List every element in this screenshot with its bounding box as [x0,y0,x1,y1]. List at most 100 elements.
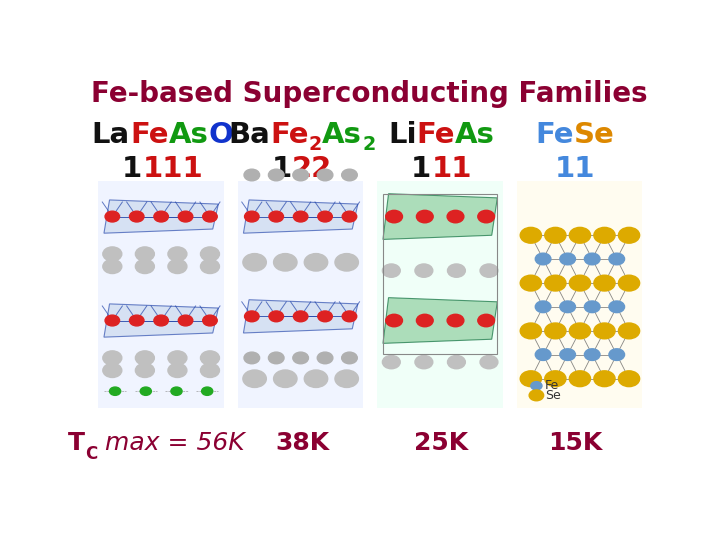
Text: 38K: 38K [275,431,329,455]
Circle shape [274,254,297,271]
Circle shape [478,210,495,223]
Circle shape [168,247,187,261]
Circle shape [618,275,639,291]
Circle shape [618,371,639,387]
Text: 1: 1 [271,155,292,183]
Text: As: As [323,122,362,150]
Circle shape [293,352,308,364]
Circle shape [545,275,566,291]
Circle shape [535,253,551,265]
Circle shape [130,211,144,222]
Text: Se: Se [575,122,615,150]
Circle shape [269,352,284,364]
Circle shape [269,311,284,322]
Circle shape [416,210,433,223]
Circle shape [202,387,213,395]
Circle shape [386,314,402,327]
Circle shape [594,227,615,243]
Circle shape [570,227,590,243]
Circle shape [135,363,154,377]
Text: 111: 111 [143,155,203,183]
Circle shape [105,315,120,326]
Text: As: As [455,122,495,150]
Circle shape [318,169,333,181]
Circle shape [342,169,357,181]
Circle shape [203,211,217,222]
Text: Se: Se [545,389,560,402]
Circle shape [585,301,600,313]
Circle shape [168,351,187,365]
Circle shape [560,253,575,265]
Circle shape [293,211,308,222]
Text: 2: 2 [309,135,323,154]
Circle shape [269,169,284,181]
Text: 15K: 15K [549,431,603,455]
Circle shape [318,311,333,322]
FancyBboxPatch shape [238,181,364,408]
Circle shape [200,363,220,377]
Polygon shape [383,194,498,239]
Circle shape [243,254,266,271]
Circle shape [135,351,154,365]
Circle shape [560,349,575,360]
Text: Fe: Fe [417,122,455,150]
Text: 11: 11 [555,155,595,183]
Text: 11: 11 [431,155,472,183]
Circle shape [618,227,639,243]
Circle shape [200,259,220,274]
Text: 22: 22 [292,155,333,183]
Circle shape [244,352,260,364]
Circle shape [171,387,182,395]
FancyBboxPatch shape [99,181,224,408]
Circle shape [135,247,154,261]
Text: 25K: 25K [415,431,469,455]
Circle shape [609,349,624,360]
Text: Fe: Fe [130,122,168,150]
Text: Fe: Fe [536,122,575,150]
Circle shape [293,169,308,181]
Circle shape [545,323,566,339]
Circle shape [521,275,541,291]
Circle shape [448,264,465,277]
Text: 1: 1 [411,155,431,183]
Circle shape [594,371,615,387]
Circle shape [478,314,495,327]
Circle shape [521,371,541,387]
Circle shape [570,371,590,387]
Text: Fe: Fe [545,379,559,392]
Text: Li: Li [388,122,417,150]
Circle shape [342,311,356,322]
Text: 2: 2 [362,135,375,154]
Polygon shape [243,300,358,333]
Circle shape [342,211,356,222]
Circle shape [415,264,433,277]
Circle shape [140,387,151,395]
Circle shape [154,315,168,326]
Circle shape [448,355,465,369]
Circle shape [103,247,122,261]
Circle shape [274,370,297,388]
Circle shape [269,211,284,222]
Polygon shape [104,304,218,337]
Text: max = 56K: max = 56K [97,431,245,455]
Circle shape [335,254,359,271]
Circle shape [203,315,217,326]
Circle shape [103,259,122,274]
Circle shape [305,254,328,271]
Circle shape [545,371,566,387]
Text: T: T [68,431,85,455]
Circle shape [243,370,266,388]
Circle shape [531,382,542,390]
Circle shape [200,247,220,261]
Circle shape [570,275,590,291]
Polygon shape [104,200,218,233]
Circle shape [535,349,551,360]
Circle shape [480,355,498,369]
Circle shape [585,349,600,360]
Circle shape [179,315,193,326]
Circle shape [168,363,187,377]
Text: 1: 1 [122,155,143,183]
Circle shape [154,211,168,222]
Text: Fe-based Superconducting Families: Fe-based Superconducting Families [91,80,647,108]
Circle shape [335,370,359,388]
